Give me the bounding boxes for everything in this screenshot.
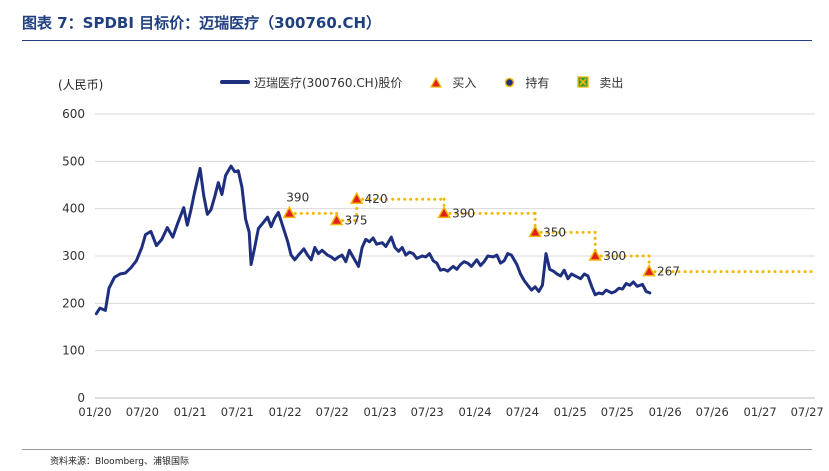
buy-marker [349, 191, 364, 204]
x-tick-label: 01/22 [269, 405, 302, 419]
legend-hold-label: 持有 [525, 75, 550, 90]
x-tick-label: 01/25 [554, 405, 587, 419]
target-price-label: 420 [365, 192, 388, 206]
x-tick-label: 01/26 [649, 405, 682, 419]
buy-marker [588, 248, 602, 261]
target-price-label: 390 [286, 190, 309, 204]
x-tick-label: 01/24 [458, 405, 491, 419]
buy-marker [437, 205, 451, 219]
buy-marker [642, 264, 656, 277]
legend-hold: 持有 [504, 74, 549, 91]
y-tick-label: 0 [77, 391, 85, 405]
buy-marker [282, 205, 297, 219]
legend-buy-label: 买入 [452, 75, 477, 90]
x-tick-label: 07/27 [791, 405, 824, 419]
x-tick-label: 01/21 [174, 405, 207, 419]
y-tick-label: 300 [62, 249, 85, 263]
x-tick-label: 01/20 [78, 405, 111, 419]
title-divider [22, 40, 812, 41]
chart-title: 图表 7：SPDBI 目标价：迈瑞医疗（300760.CH） [22, 14, 382, 32]
legend-sell: 卖出 [577, 74, 623, 91]
x-tick-label: 01/27 [744, 405, 777, 419]
x-tick-label: 07/23 [411, 405, 444, 419]
y-tick-label: 100 [62, 344, 85, 358]
legend-price-line-swatch [220, 80, 250, 84]
hold-circle-icon [504, 77, 515, 88]
x-tick-label: 07/21 [221, 405, 254, 419]
x-tick-label: 07/26 [696, 405, 729, 419]
y-axis-unit-label: (人民币) [58, 78, 104, 92]
footer-divider [22, 449, 812, 450]
target-price-label: 300 [603, 249, 626, 263]
source-note: 资料来源：Bloomberg、浦银国际 [50, 457, 189, 467]
x-tick-label: 07/20 [126, 405, 159, 419]
x-tick-label: 07/22 [316, 405, 349, 419]
y-tick-label: 400 [62, 202, 85, 216]
legend-price: 迈瑞医疗(300760.CH)股价 [220, 74, 402, 91]
y-tick-label: 200 [62, 296, 85, 310]
legend-sell-label: 卖出 [599, 75, 624, 90]
buy-marker [528, 224, 542, 238]
sell-cross-icon [577, 76, 590, 88]
x-tick-label: 01/23 [364, 405, 397, 419]
x-tick-label: 07/25 [601, 405, 634, 419]
y-tick-label: 500 [62, 154, 85, 168]
buy-triangle-icon [430, 76, 443, 88]
legend-buy: 买入 [430, 74, 476, 91]
chart-legend: 迈瑞医疗(300760.CH)股价 买入 持有 卖出 [220, 72, 651, 92]
legend-price-label: 迈瑞医疗(300760.CH)股价 [254, 75, 403, 90]
target-price-label: 350 [543, 225, 566, 239]
x-tick-label: 07/24 [506, 405, 539, 419]
buy-marker [329, 212, 344, 226]
price-series-line [94, 164, 652, 316]
y-tick-label: 600 [62, 107, 85, 121]
target-price-label: 390 [452, 206, 475, 220]
target-price-label: 267 [657, 265, 680, 279]
target-price-label: 375 [345, 214, 368, 228]
